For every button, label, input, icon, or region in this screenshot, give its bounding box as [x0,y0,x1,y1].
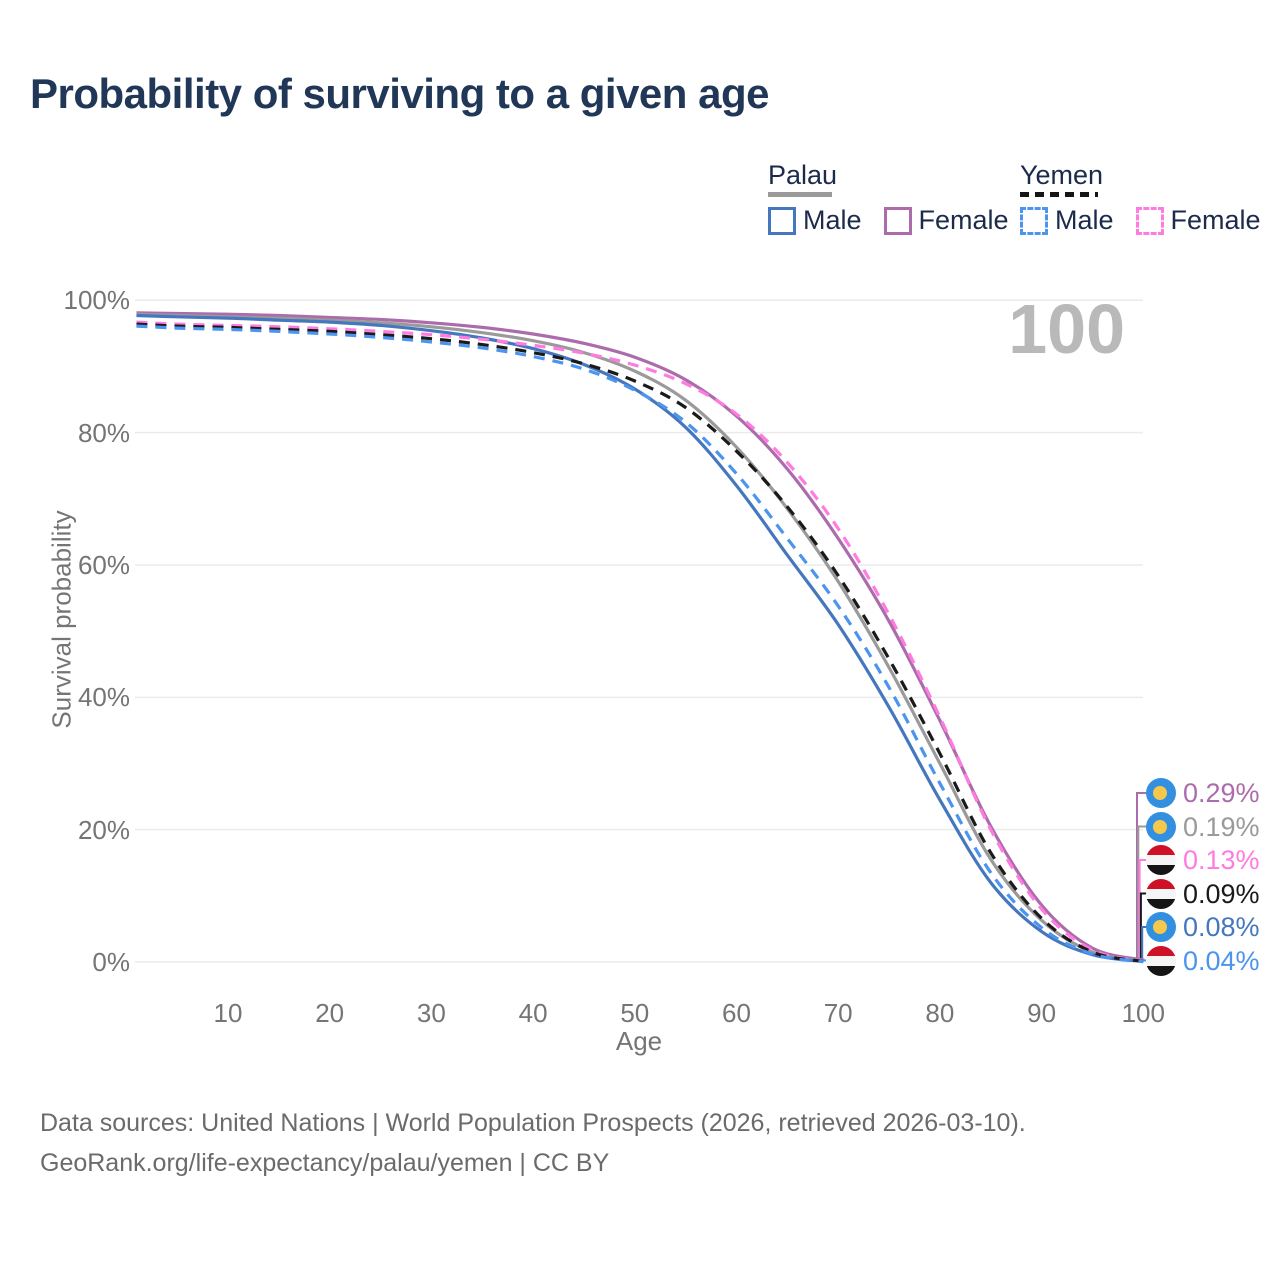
legend-swatch-palau-female [883,206,912,235]
x-tick-label: 10 [213,998,243,1028]
legend-swatch-yemen-female [1135,206,1164,235]
footer-sources: Data sources: United Nations | World Pop… [40,1109,1026,1137]
end-label-row: 0.09% [1146,877,1260,911]
y-axis-title: Survival probability [46,510,77,729]
footer-attribution: GeoRank.org/life-expectancy/palau/yemen … [40,1149,610,1177]
yemen-flag-icon [1146,845,1176,875]
x-tick-label: 60 [722,998,751,1028]
series-line-yemen [136,322,1144,963]
end-label-value: 0.29% [1183,778,1260,808]
end-label-value: 0.08% [1183,912,1260,942]
end-label-value: 0.04% [1183,945,1260,976]
legend-underline-yemen [1020,192,1098,197]
x-tick-label: 80 [925,998,955,1028]
y-tick-label: 40% [77,682,130,713]
y-tick-label: 80% [77,417,130,448]
palau-flag-icon [1146,778,1176,808]
legend-header-palau: Palau [768,160,838,190]
end-label-row: 0.08% [1146,910,1260,944]
end-label-row: 0.29% [1146,776,1260,810]
legend-group-yemen: Yemen Male Female [1020,160,1261,236]
palau-flag-icon [1146,811,1176,842]
end-label-row: 0.19% [1146,810,1260,844]
x-tick-label: 100 [1121,998,1165,1028]
legend-item-yemen-female[interactable]: Female [1135,205,1261,236]
x-tick-label: 70 [823,998,853,1028]
end-label-value: 0.13% [1183,845,1260,875]
legend-label-palau-female: Female [918,205,1009,235]
x-axis-title: Age [615,1026,663,1056]
page-title: Probability of surviving to a given age [30,70,769,117]
y-tick-label: 60% [77,549,130,580]
y-tick-label: 20% [77,814,130,845]
x-tick-label: 20 [315,998,345,1028]
y-tick-label: 0% [92,947,130,977]
end-label-value: 0.09% [1183,878,1260,909]
legend-underline-palau [768,192,832,197]
legend-group-palau: Palau Male Female [768,160,1009,236]
legend-item-yemen-male[interactable]: Male [1020,205,1114,236]
age-watermark: 100 [1008,290,1125,368]
legend-header-yemen: Yemen [1020,160,1104,190]
series-line-yemen-male [136,324,1144,964]
palau-flag-icon [1146,912,1176,942]
yemen-flag-icon [1146,878,1176,909]
x-tick-label: 30 [416,998,446,1028]
x-tick-label: 40 [518,998,548,1028]
legend-label-yemen-female: Female [1170,205,1261,235]
legend-item-palau-male[interactable]: Male [768,205,862,236]
legend-swatch-palau-male [768,206,796,235]
series-line-palau [136,312,1144,963]
legend-swatch-yemen-male [1020,206,1048,235]
end-label-value: 0.19% [1183,811,1260,842]
series-line-palau-female [136,311,1144,962]
legend-label-palau-male: Male [803,205,862,235]
x-tick-label: 90 [1027,998,1057,1028]
yemen-flag-icon [1146,945,1176,976]
end-label-row: 0.04% [1146,944,1260,978]
end-label-row: 0.13% [1146,843,1260,877]
legend-item-palau-female[interactable]: Female [883,205,1009,236]
series-line-yemen-female [136,320,1144,963]
series-line-palau-male [136,313,1144,964]
legend-label-yemen-male: Male [1055,205,1114,235]
y-tick-label: 100% [63,285,131,316]
x-tick-label: 50 [620,998,650,1028]
